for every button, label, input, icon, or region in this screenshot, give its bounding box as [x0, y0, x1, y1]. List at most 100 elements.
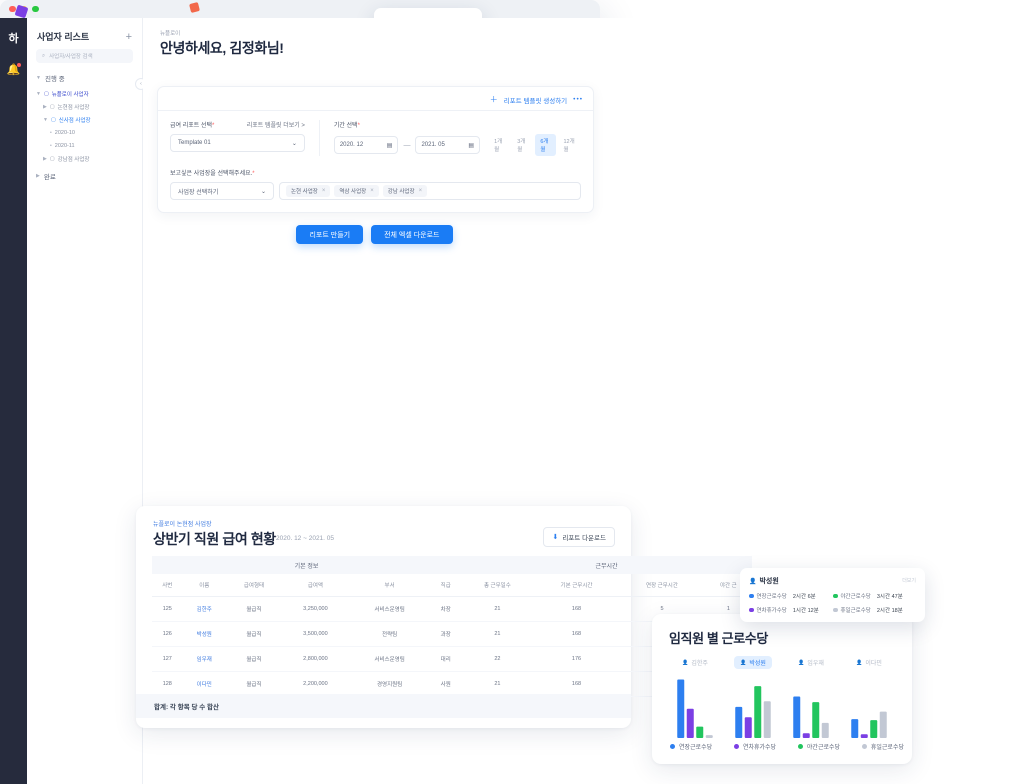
plus-icon: ＋	[489, 95, 498, 104]
employee-name-cell[interactable]: 임우재	[182, 646, 226, 672]
bar-legend-item[interactable]: 연장근로수당	[670, 742, 712, 751]
tooltip-row: 휴일근로수당 2시간 18분	[833, 606, 917, 614]
employee-chip[interactable]: 👤 이다민	[850, 656, 888, 669]
table-summary-bar: 합계: 각 항목 당 수 합산	[136, 694, 631, 718]
download-excel-button[interactable]: 전체 엑셀 다운로드	[371, 225, 453, 244]
window-titlebar	[0, 0, 600, 18]
report-template-select[interactable]: Template 01 ⌄	[170, 134, 305, 152]
tree-item[interactable]: ▶ ▢ 강남점 사업장	[36, 152, 133, 165]
employee-name-cell[interactable]: 박성원	[182, 621, 226, 647]
tree-group-done[interactable]: ▶ 완료	[27, 171, 142, 181]
more-options-icon[interactable]: •••	[573, 96, 583, 103]
bar-legend-item[interactable]: 야간근로수당	[797, 742, 840, 751]
period-chip[interactable]: 3개월	[517, 139, 526, 153]
folder-icon: ▢	[43, 90, 49, 97]
site-tag[interactable]: 강남 사업장 ×	[382, 185, 428, 197]
add-business-button[interactable]: +	[125, 30, 132, 43]
bar-legend-item[interactable]: 연차휴가수당	[733, 742, 776, 751]
chevron-icon: •	[50, 142, 52, 149]
notification-bell-icon[interactable]: 🔔	[6, 63, 22, 76]
tooltip-row-label: 연차휴가수당	[756, 608, 787, 614]
tree-item[interactable]: ▼ ▢ 신사점 사업장	[36, 113, 133, 126]
bar[interactable]	[696, 726, 704, 738]
calendar-icon: ▤	[468, 142, 475, 149]
bar[interactable]	[705, 735, 713, 738]
period-chip[interactable]: 1개월	[494, 139, 503, 153]
table-cell: 월급직	[225, 621, 283, 647]
bar[interactable]	[812, 702, 820, 738]
tooltip-row: 연장근로수당 2시간 6분	[749, 592, 833, 600]
employee-name-cell[interactable]: 이다민	[182, 671, 226, 697]
table-cell: 월급직	[225, 596, 283, 622]
tree-item[interactable]: • 2020-11	[36, 139, 133, 152]
greeting-heading: 안녕하세요, 김정화님!	[160, 40, 284, 56]
window-maximize-dot[interactable]	[32, 5, 39, 13]
chevron-icon: ▶	[43, 155, 47, 162]
employee-chip[interactable]: 👤 임우재	[792, 656, 830, 669]
period-end-input[interactable]: 2021. 05 ▤	[415, 136, 481, 154]
tree-item[interactable]: ▶ ▢ 논현점 사업장	[36, 100, 133, 113]
person-icon: 👤	[798, 659, 805, 666]
bar[interactable]	[879, 711, 887, 738]
business-search-input[interactable]: ⌕ 사업자/사업장 검색	[36, 49, 133, 63]
table-title: 상반기 직원 급여 현황	[153, 531, 276, 547]
column-header: 급여형태	[225, 574, 283, 597]
column-header: 사번	[152, 574, 183, 597]
bar[interactable]	[677, 679, 685, 738]
bar[interactable]	[735, 706, 743, 738]
remove-tag-icon[interactable]: ×	[418, 188, 423, 194]
table-cell: 126	[152, 621, 183, 647]
chevron-right-icon: ▶	[36, 173, 40, 179]
site-tag[interactable]: 역삼 사업장 ×	[334, 185, 379, 197]
period-chip[interactable]: 6개월	[535, 134, 556, 156]
bar[interactable]	[686, 708, 694, 738]
site-select[interactable]: 사업장 선택하기 ⌄	[170, 182, 274, 200]
tooltip-employee: 👤 박성원	[749, 576, 779, 586]
bar[interactable]	[870, 720, 878, 738]
chevron-down-icon: ▼	[36, 75, 41, 81]
tree-item[interactable]: ▼ ▢ 뉴플로이 사업자	[36, 87, 133, 100]
report-form-panel: ＋ 리포트 템플릿 생성하기 ••• 급여 리포트 선택* 리포트 템플릿 더보…	[157, 86, 594, 213]
table-cell: 월급직	[225, 671, 283, 697]
bar[interactable]	[793, 696, 801, 738]
create-report-button[interactable]: 리포트 만들기	[296, 225, 364, 244]
table-cell: 21	[461, 596, 534, 622]
bar-legend-item[interactable]: 휴일근로수당	[861, 742, 904, 751]
site-tag[interactable]: 논현 사업장 ×	[286, 185, 331, 197]
employee-name-cell[interactable]: 김한주	[182, 596, 226, 622]
bar[interactable]	[744, 717, 752, 738]
bar[interactable]	[763, 701, 771, 738]
column-header: 총 근무일수	[461, 574, 534, 597]
tooltip-more-link[interactable]: 더보기	[902, 578, 916, 584]
table-cell: 168	[533, 621, 620, 647]
employee-chip[interactable]: 👤 김한주	[676, 656, 714, 669]
employee-chip-group: 👤 김한주 👤 박성원 👤 임우재 👤 이다민	[666, 656, 898, 669]
template-more-link[interactable]: 리포트 템플릿 더보기 >	[246, 123, 305, 129]
table-cell: 21	[461, 621, 534, 647]
bar[interactable]	[860, 734, 868, 738]
bar[interactable]	[754, 686, 762, 738]
table-cell: 21	[461, 671, 534, 697]
bar[interactable]	[821, 722, 829, 738]
employee-chip[interactable]: 👤 박성원	[734, 656, 772, 669]
tree-group-active[interactable]: ▼ 진행 중 ▼ ▢ 뉴플로이 사업자 ▶ ▢ 논현점 사업장 ▼ ▢ 신사점 사업장 • 2020…	[27, 73, 142, 165]
period-start-input[interactable]: 2020. 12 ▤	[333, 136, 399, 154]
calendar-icon: ▤	[386, 142, 393, 149]
remove-tag-icon[interactable]: ×	[370, 188, 374, 194]
period-chip[interactable]: 12개월	[563, 139, 575, 153]
window-close-dot[interactable]	[9, 5, 16, 13]
report-download-button[interactable]: ⬇ 리포트 다운로드	[543, 527, 615, 547]
field-label: 보고싶은 사업장을 선택해주세요.*	[170, 168, 581, 177]
remove-tag-icon[interactable]: ×	[321, 188, 326, 194]
tree-item[interactable]: • 2020-10	[36, 126, 133, 139]
table-cell: 차장	[430, 596, 462, 622]
legend-color-dot	[733, 744, 739, 749]
create-template-link[interactable]: 리포트 템플릿 생성하기	[503, 97, 568, 105]
table-cell: 서비스운영팀	[348, 646, 431, 672]
legend-color-dot	[797, 744, 803, 749]
tree-item-label: 신사점 사업장	[58, 117, 91, 124]
bar[interactable]	[802, 733, 810, 738]
bar[interactable]	[851, 719, 859, 738]
tree-item-label: 2020-11	[54, 142, 75, 149]
